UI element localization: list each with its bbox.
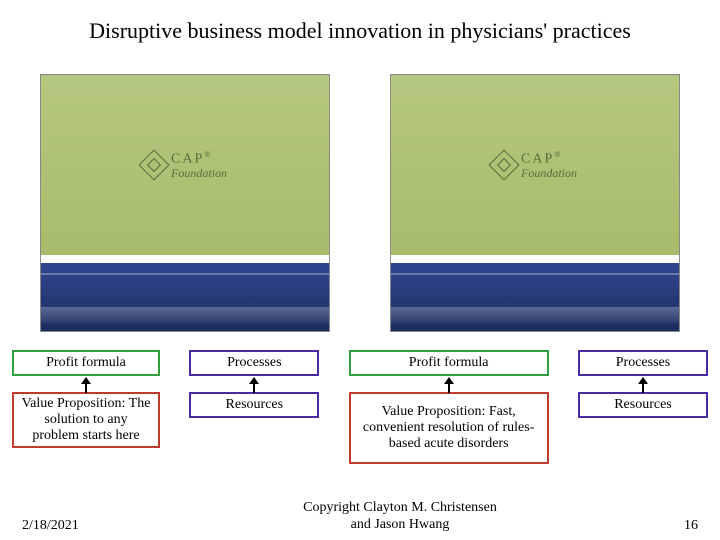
slide-number: 16 xyxy=(658,518,698,534)
box-value-prop-right: Value Proposition: Fast, convenient reso… xyxy=(349,392,549,464)
row-1: Profit formula Processes Profit formula … xyxy=(0,350,720,376)
cap-foundation-logo: CAP® Foundation xyxy=(143,151,227,179)
row-2: Value Proposition: The solution to any p… xyxy=(0,392,720,464)
footer-date: 2/18/2021 xyxy=(22,518,142,534)
slide-title: Disruptive business model innovation in … xyxy=(0,0,720,44)
panel-left: CAP® Foundation xyxy=(40,74,330,332)
box-value-prop-left: Value Proposition: The solution to any p… xyxy=(12,392,160,448)
box-processes-left: Processes xyxy=(189,350,319,376)
box-resources-left: Resources xyxy=(189,392,319,418)
cap-foundation-logo: CAP® Foundation xyxy=(493,151,577,179)
logo-diamond-icon xyxy=(138,149,169,180)
panel-top: CAP® Foundation xyxy=(391,75,679,255)
panel-bottom-band xyxy=(41,263,329,331)
box-profit-formula-left: Profit formula xyxy=(12,350,160,376)
logo-diamond-icon xyxy=(488,149,519,180)
box-profit-formula-right: Profit formula xyxy=(349,350,549,376)
image-panels: CAP® Foundation CAP® Foundation xyxy=(0,44,720,332)
panel-right: CAP® Foundation xyxy=(390,74,680,332)
slide-footer: 2/18/2021 Copyright Clayton M. Christens… xyxy=(0,500,720,534)
box-resources-right: Resources xyxy=(578,392,708,418)
box-processes-right: Processes xyxy=(578,350,708,376)
footer-copyright: Copyright Clayton M. Christensen and Jas… xyxy=(142,500,658,534)
panel-bottom-band xyxy=(391,263,679,331)
panel-top: CAP® Foundation xyxy=(41,75,329,255)
